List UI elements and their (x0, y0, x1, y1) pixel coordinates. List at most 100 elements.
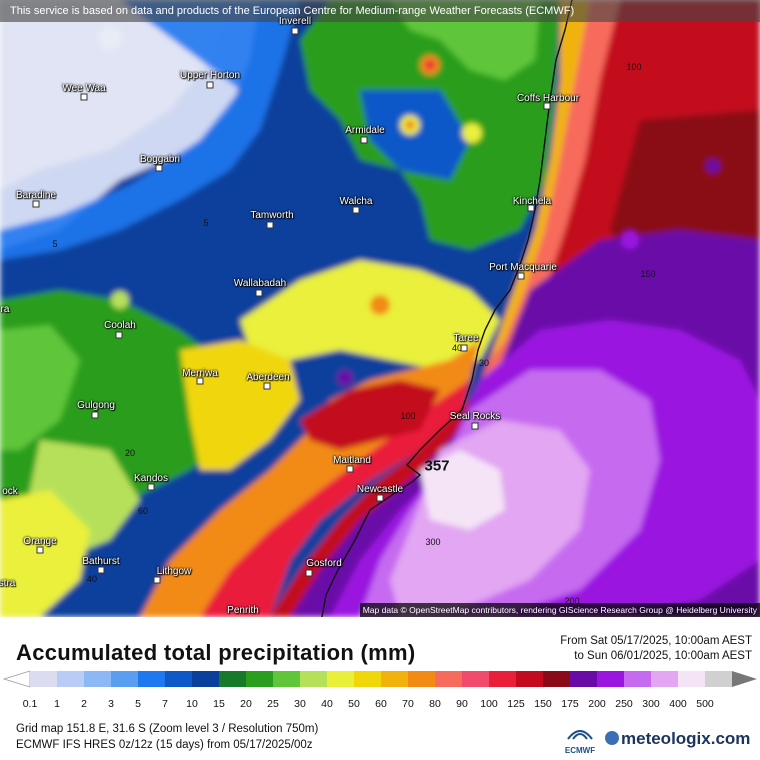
legend-swatch (138, 671, 166, 687)
town-marker (255, 289, 263, 297)
town-marker (291, 27, 299, 35)
town-label: stra (0, 578, 16, 589)
contour-label: 150 (640, 269, 656, 279)
legend-swatch (381, 671, 409, 687)
town-marker (153, 576, 161, 584)
town-label: Inverell (278, 16, 312, 27)
color-legend-bar (2, 670, 757, 688)
town-marker (360, 136, 368, 144)
contour-label: 100 (400, 411, 416, 421)
legend-swatch (705, 671, 733, 687)
legend-label: 3 (108, 698, 114, 710)
contour-label: 40 (451, 343, 463, 353)
contour-label: 5 (52, 239, 58, 249)
town-marker (376, 494, 384, 502)
map-attribution: Map data © OpenStreetMap contributors, r… (359, 603, 760, 617)
forecast-period: From Sat 05/17/2025, 10:00am AEST to Sun… (560, 634, 752, 664)
legend-swatch (30, 671, 58, 687)
legend-arrow-left (2, 670, 31, 688)
info-panel (0, 617, 760, 760)
legend-swatch (489, 671, 517, 687)
legend-swatch (597, 671, 625, 687)
legend-label: 2 (81, 698, 87, 710)
legend-swatch (192, 671, 220, 687)
legend-label: 7 (162, 698, 168, 710)
meteologix-logo[interactable]: meteologix.com (605, 729, 750, 749)
town-marker (91, 411, 99, 419)
legend-swatch (462, 671, 490, 687)
town-label: Orange (23, 536, 57, 547)
town-label: Coolah (104, 320, 136, 331)
town-marker (460, 344, 468, 352)
town-marker (517, 272, 525, 280)
ecmwf-globe-icon (567, 730, 593, 740)
town-marker (155, 164, 163, 172)
legend-swatch (354, 671, 382, 687)
town-marker (80, 93, 88, 101)
town-label: Kinchela (512, 196, 552, 207)
town-label: Maitland (333, 455, 371, 466)
town-marker (263, 382, 271, 390)
legend-swatch (111, 671, 139, 687)
town-marker (36, 546, 44, 554)
town-marker (115, 331, 123, 339)
town-label: ock (2, 486, 18, 497)
contour-label: 60 (137, 506, 149, 516)
town-label: Aberdeen (246, 372, 290, 383)
town-label: Boggabri (139, 154, 181, 165)
contour-label: 200 (564, 596, 580, 606)
ecmwf-disclaimer-banner: This service is based on data and produc… (0, 0, 760, 22)
legend-label: 125 (507, 698, 525, 710)
legend-swatch (327, 671, 355, 687)
legend-label: 20 (240, 698, 252, 710)
legend-swatch (570, 671, 598, 687)
meteologix-brand: meteologix.com (621, 729, 751, 748)
legend-swatch (624, 671, 652, 687)
town-label: Penrith (227, 605, 259, 616)
legend-swatch (57, 671, 85, 687)
town-marker (206, 81, 214, 89)
town-label: Tamworth (250, 210, 294, 221)
precipitation-field (0, 0, 760, 617)
town-label: Wee Waa (62, 83, 106, 94)
town-marker (266, 221, 274, 229)
legend-label: 300 (642, 698, 660, 710)
town-label: Bathurst (82, 556, 120, 567)
max-value-label: 357 (424, 457, 450, 475)
contour-label: 100 (626, 62, 642, 72)
legend-label: 10 (186, 698, 198, 710)
grid-info: Grid map 151.8 E, 31.6 S (Zoom level 3 /… (16, 723, 319, 735)
town-marker (97, 566, 105, 574)
model-info: ECMWF IFS HRES 0z/12z (15 days) from 05/… (16, 739, 313, 751)
period-to: to Sun 06/01/2025, 10:00am AEST (574, 650, 752, 662)
precipitation-map[interactable]: This service is based on data and produc… (0, 0, 760, 617)
town-marker (196, 377, 204, 385)
legend-swatch (678, 671, 706, 687)
town-label: Newcastle (356, 484, 404, 495)
meteologix-ball-icon (605, 731, 619, 745)
town-marker (543, 102, 551, 110)
legend-label: 25 (267, 698, 279, 710)
town-marker (32, 200, 40, 208)
legend-swatch (84, 671, 112, 687)
ecmwf-logo: ECMWF (560, 727, 600, 755)
legend-label: 200 (588, 698, 606, 710)
legend-label: 150 (534, 698, 552, 710)
legend-label: 0.1 (22, 698, 38, 710)
legend-label: 175 (561, 698, 579, 710)
legend-swatch (651, 671, 679, 687)
legend-label: 250 (615, 698, 633, 710)
town-label: Walcha (339, 196, 373, 207)
legend-label: 70 (402, 698, 414, 710)
legend-label: 40 (321, 698, 333, 710)
legend-label: 30 (294, 698, 306, 710)
town-marker (305, 569, 313, 577)
town-label: Kandos (134, 473, 168, 484)
legend-label: 400 (669, 698, 687, 710)
town-marker (352, 206, 360, 214)
town-label: Port Macquarie (489, 262, 557, 273)
town-label: Wallabadah (233, 278, 287, 289)
legend-swatch (516, 671, 544, 687)
legend-arrow-right (732, 671, 757, 687)
legend-label: 90 (456, 698, 468, 710)
